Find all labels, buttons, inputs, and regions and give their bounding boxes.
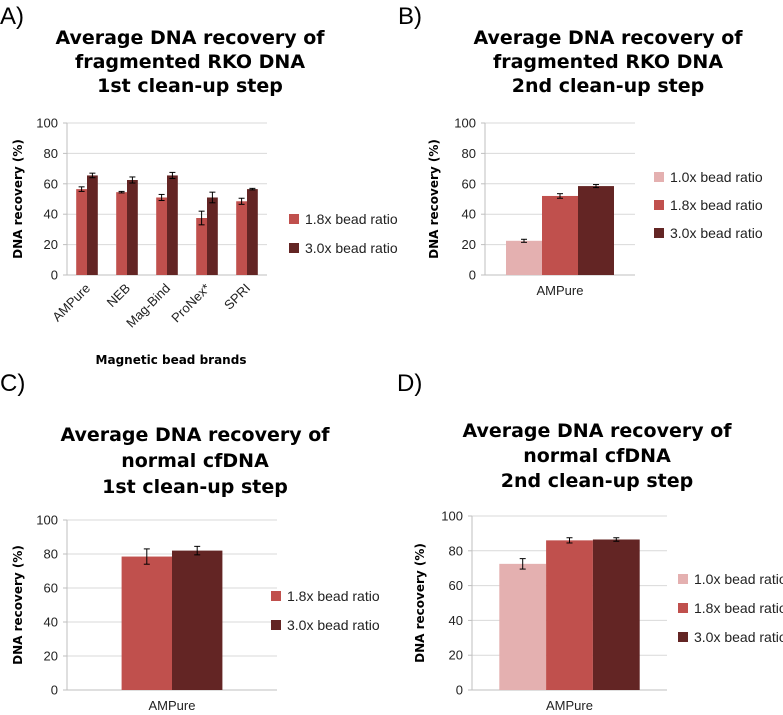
y-tick-label: 20: [44, 649, 58, 664]
y-tick-label: 60: [44, 176, 58, 191]
y-tick-label: 80: [462, 146, 476, 161]
legend-label: 3.0x bead ratio: [287, 617, 380, 633]
y-axis-title: DNA recovery (%): [413, 543, 427, 663]
chart-title-line: fragmented RKO DNA: [493, 51, 723, 73]
y-tick-label: 0: [456, 683, 463, 698]
legend-swatch: [271, 620, 281, 630]
y-tick-label: 20: [449, 648, 463, 663]
chart-title-line: 2nd clean-up step: [512, 75, 704, 97]
legend-swatch: [654, 228, 664, 238]
x-tick-label: AMPure: [546, 698, 593, 713]
x-tick-label: AMPure: [537, 283, 584, 298]
bar: [156, 197, 167, 275]
bar: [172, 550, 223, 690]
legend-swatch: [654, 172, 664, 182]
legend-label: 1.8x bead ratio: [670, 197, 763, 213]
y-tick-label: 60: [44, 581, 58, 596]
legend-label: 1.8x bead ratio: [287, 588, 380, 604]
x-tick-label: Mag-Bind: [123, 281, 173, 331]
y-tick-label: 60: [449, 578, 463, 593]
bar: [167, 175, 178, 275]
y-tick-label: 20: [44, 237, 58, 252]
legend-label: 1.8x bead ratio: [694, 600, 783, 616]
y-axis-title: DNA recovery (%): [427, 139, 441, 259]
legend-label: 3.0x bead ratio: [670, 225, 763, 241]
chart-title-line: Average DNA recovery of: [55, 27, 325, 49]
chart-title-line: 1st clean-up step: [97, 75, 283, 97]
x-tick-label: NEB: [104, 281, 134, 311]
y-tick-label: 100: [441, 509, 463, 524]
legend-label: 3.0x bead ratio: [694, 629, 783, 645]
y-tick-label: 80: [44, 146, 58, 161]
y-tick-label: 0: [469, 268, 476, 283]
bar: [196, 218, 207, 275]
chart-title-line: normal cfDNA: [523, 445, 671, 467]
bar: [578, 186, 614, 275]
legend-label: 3.0x bead ratio: [305, 240, 398, 256]
y-tick-label: 0: [51, 268, 58, 283]
y-tick-label: 40: [449, 613, 463, 628]
y-tick-label: 80: [449, 543, 463, 558]
legend-swatch: [654, 200, 664, 210]
bar: [247, 189, 258, 275]
x-tick-label: AMPure: [149, 698, 196, 713]
chart-title-line: normal cfDNA: [121, 450, 269, 472]
bar: [499, 563, 547, 690]
y-tick-label: 40: [44, 207, 58, 222]
legend-swatch: [678, 574, 688, 584]
panel-c: C) Average DNA recovery of normal cfDNA 1st…: [0, 370, 380, 713]
y-tick-label: 0: [51, 683, 58, 698]
chart-title-line: Average DNA recovery of: [473, 27, 743, 49]
y-tick-label: 40: [462, 207, 476, 222]
legend-label: 1.0x bead ratio: [694, 571, 783, 587]
bar: [87, 175, 98, 275]
legend-swatch: [678, 603, 688, 613]
chart-title-line: Average DNA recovery of: [60, 424, 330, 446]
y-tick-label: 20: [462, 237, 476, 252]
x-tick-label: AMPure: [49, 281, 93, 325]
chart-title-line: 1st clean-up step: [102, 476, 288, 498]
legend-swatch: [289, 243, 299, 253]
y-tick-label: 60: [462, 176, 476, 191]
panel-label: B): [398, 3, 422, 30]
bar: [121, 556, 172, 690]
bar: [592, 539, 640, 690]
y-tick-label: 80: [44, 547, 58, 562]
chart-title-line: fragmented RKO DNA: [75, 51, 305, 73]
y-axis-title: DNA recovery (%): [11, 545, 25, 665]
x-tick-label: ProNex*: [168, 281, 213, 326]
y-tick-label: 100: [454, 116, 476, 131]
bar: [116, 192, 127, 275]
bar: [76, 189, 87, 275]
panel-label: D): [397, 370, 422, 397]
legend-swatch: [271, 591, 281, 601]
legend-label: 1.8x bead ratio: [305, 211, 398, 227]
bar: [542, 195, 578, 275]
bar: [546, 540, 593, 690]
y-axis-title: DNA recovery (%): [11, 139, 25, 259]
panel-d: D) Average DNA recovery of normal cfDNA 2nd…: [397, 370, 783, 713]
legend-swatch: [678, 632, 688, 642]
y-tick-label: 40: [44, 615, 58, 630]
x-axis-title: Magnetic bead brands: [96, 353, 247, 367]
panel-label: C): [0, 370, 25, 397]
chart-title-line: Average DNA recovery of: [462, 420, 732, 442]
panel-label: A): [0, 3, 24, 30]
bar: [207, 197, 218, 275]
legend-label: 1.0x bead ratio: [670, 169, 763, 185]
bar: [127, 180, 138, 275]
chart-title-line: 2nd clean-up step: [501, 470, 693, 492]
x-tick-label: SPRI: [221, 281, 253, 313]
bar: [506, 240, 542, 275]
y-tick-label: 100: [36, 116, 58, 131]
legend-swatch: [289, 214, 299, 224]
y-tick-label: 100: [36, 513, 58, 528]
bar: [236, 201, 247, 275]
